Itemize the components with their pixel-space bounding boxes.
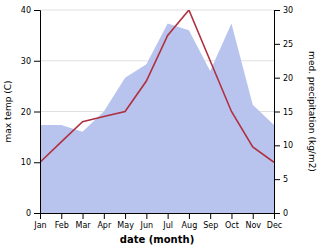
- tick: Nov: [245, 213, 261, 230]
- tick-label: 25: [283, 40, 293, 49]
- y-axis: 0 10 20 30 40: [21, 6, 41, 218]
- tick-mark: [274, 145, 280, 146]
- tick-label: Jan: [33, 221, 46, 230]
- tick-mark: [61, 213, 62, 219]
- tick: 0: [26, 209, 40, 218]
- tick-mark: [34, 213, 40, 214]
- tick: Dec: [267, 213, 282, 230]
- tick-label: 10: [283, 141, 293, 150]
- tick-label: 20: [283, 74, 293, 83]
- tick-label: Jul: [162, 221, 173, 230]
- tick-label: Nov: [245, 221, 261, 230]
- tick-mark: [274, 10, 280, 11]
- tick-label: Mar: [75, 221, 91, 230]
- tick-mark: [83, 213, 84, 219]
- grid: [40, 10, 274, 213]
- x-axis: Jan Feb Mar Apr May Jun Jul Aug Sep Oct Nov Dec: [33, 213, 282, 230]
- tick-mark: [146, 213, 147, 219]
- tick: 20: [274, 74, 293, 83]
- tick-label: Feb: [55, 221, 69, 230]
- tick-label: May: [117, 221, 134, 230]
- tick: Feb: [55, 213, 69, 230]
- tick: Jun: [140, 213, 154, 230]
- tick: 25: [274, 40, 293, 49]
- tick: 15: [274, 108, 293, 117]
- tick-label: 5: [283, 175, 288, 184]
- tick-mark: [104, 213, 105, 219]
- grid-line: [40, 10, 274, 11]
- tick-mark: [210, 213, 211, 219]
- tick: 10: [274, 141, 293, 150]
- tick: Jan: [33, 213, 46, 230]
- tick: 30: [21, 57, 40, 66]
- tick: 20: [21, 108, 40, 117]
- temperature-line: [40, 10, 274, 162]
- tick-mark: [274, 179, 280, 180]
- tick-mark: [34, 112, 40, 113]
- tick-label: 0: [26, 209, 31, 218]
- axis-line: [275, 11, 281, 214]
- tick: Aug: [182, 213, 198, 230]
- tick: 10: [21, 158, 40, 167]
- tick-mark: [274, 213, 280, 214]
- axis-line: [34, 11, 41, 214]
- tick-label: 15: [283, 108, 293, 117]
- tick-label: 10: [21, 158, 31, 167]
- tick-label: 30: [21, 57, 31, 66]
- tick-mark: [231, 213, 232, 219]
- tick-label: Aug: [182, 221, 198, 230]
- y2-axis-title: med. precipitation (kg/m2): [307, 51, 317, 172]
- tick-label: 0: [283, 209, 288, 218]
- tick-mark: [168, 213, 169, 219]
- tick-label: Dec: [267, 221, 282, 230]
- tick-label: Jun: [140, 221, 154, 230]
- axis-line: [41, 214, 275, 220]
- marks: [40, 10, 274, 213]
- x-axis-title: date (month): [120, 234, 194, 245]
- tick: Apr: [97, 213, 112, 230]
- tick-mark: [34, 10, 40, 11]
- tick-mark: [34, 162, 40, 163]
- tick: Sep: [203, 213, 218, 230]
- tick: May: [117, 213, 134, 230]
- tick-label: 30: [283, 6, 293, 15]
- tick: 40: [21, 6, 40, 15]
- y-axis-title: max temp (C): [3, 80, 13, 142]
- tick: 30: [274, 6, 293, 15]
- tick-label: Oct: [225, 221, 239, 230]
- tick-mark: [125, 213, 126, 219]
- precipitation-area: [40, 24, 274, 213]
- tick-mark: [253, 213, 254, 219]
- tick: 0: [274, 209, 288, 218]
- tick-mark: [34, 61, 40, 62]
- tick-label: 40: [21, 6, 31, 15]
- tick-mark: [189, 213, 190, 219]
- tick-mark: [274, 112, 280, 113]
- plot-area: JanFebMarAprMayJunJulAugSepOctNovDec0102…: [21, 6, 293, 230]
- tick-mark: [274, 78, 280, 79]
- tick-label: 20: [21, 108, 31, 117]
- tick-mark: [274, 44, 280, 45]
- tick-label: Apr: [97, 221, 112, 230]
- tick: Jul: [162, 213, 173, 230]
- tick: 5: [274, 175, 288, 184]
- chart: JanFebMarAprMayJunJulAugSepOctNovDec0102…: [0, 0, 318, 247]
- tick-label: Sep: [203, 221, 218, 230]
- tick: Oct: [225, 213, 239, 230]
- tick: Mar: [75, 213, 91, 230]
- y2-axis: 0 5 10 15 20 25 30: [274, 6, 293, 218]
